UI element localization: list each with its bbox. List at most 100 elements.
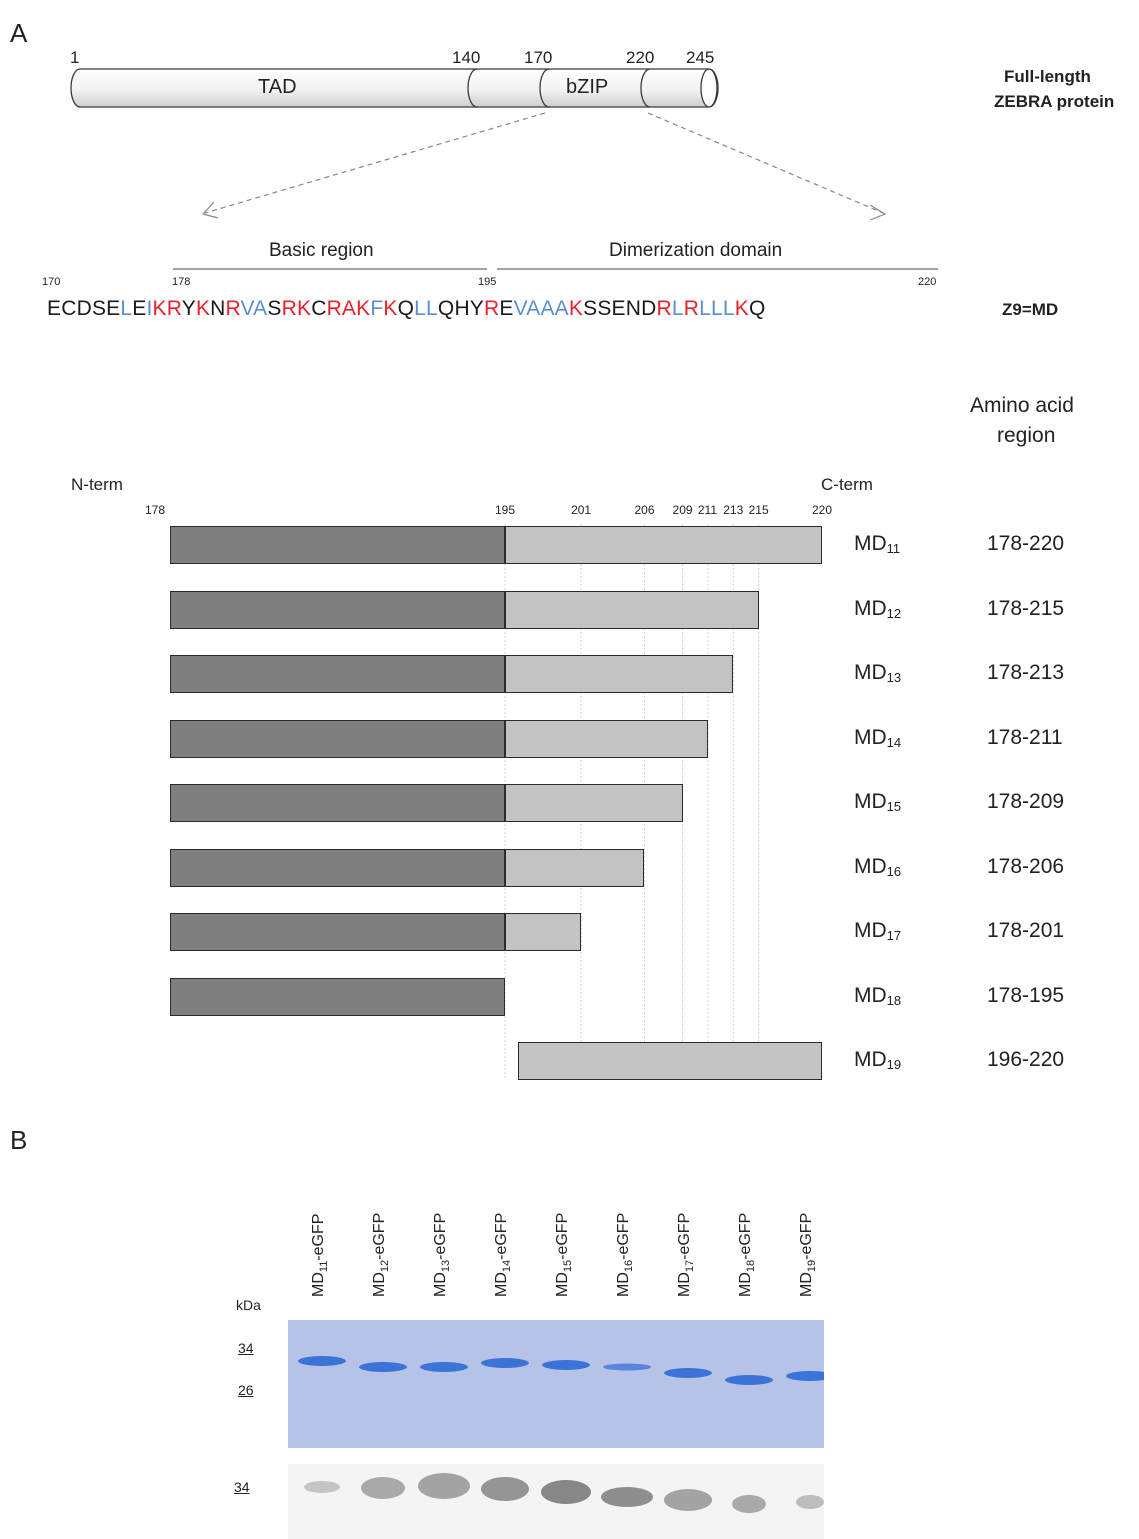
lane-label: MD18-eGFP xyxy=(737,1213,757,1297)
construct-bar-basic xyxy=(170,784,505,822)
construct-bar-dimerization xyxy=(505,526,822,564)
amino-acid-header-line1: Amino acid xyxy=(970,394,1074,417)
coomassie-gel xyxy=(288,1320,824,1448)
lane-suffix: -eGFP xyxy=(615,1212,632,1260)
sequence-residue-group: VA xyxy=(240,297,268,320)
scale-tick-label: 201 xyxy=(571,503,592,517)
construct-name-subscript: 14 xyxy=(886,734,902,750)
marker-34-top: 34 xyxy=(238,1340,254,1356)
lane-suffix: -eGFP xyxy=(310,1213,327,1261)
sequence-residue-group: R xyxy=(683,297,700,320)
construct-name-text: MD xyxy=(854,790,887,813)
construct-bar-basic xyxy=(170,977,505,1016)
lane-name: MD xyxy=(615,1272,632,1297)
construct-bar-dimerization xyxy=(517,1042,822,1080)
sequence-residue-group: C xyxy=(311,297,327,320)
sequence-residue-group: QHY xyxy=(437,297,485,320)
protein-label-line2: ZEBRA protein xyxy=(994,92,1115,111)
lane-suffix: -eGFP xyxy=(798,1212,815,1260)
zoom-arrows xyxy=(204,112,884,214)
sequence-residue-group: E xyxy=(499,297,514,320)
marker-34-bottom: 34 xyxy=(234,1479,250,1495)
sequence-residue-group: ECDSE xyxy=(47,297,121,320)
domain-pos-220: 220 xyxy=(626,48,655,67)
gel-band xyxy=(481,1358,529,1368)
lane-suffix: -eGFP xyxy=(676,1212,693,1260)
construct-name: MD19 xyxy=(854,1048,901,1072)
scale-tick-label: 206 xyxy=(634,503,655,517)
sequence-residue-group: N xyxy=(210,297,226,320)
domain-cylinder xyxy=(70,68,719,108)
western-band xyxy=(304,1481,340,1493)
scale-tick-label: 213 xyxy=(723,503,744,517)
western-band xyxy=(732,1495,766,1513)
construct-name-text: MD xyxy=(854,1048,887,1071)
construct-bar-dimerization xyxy=(505,913,582,951)
sequence-residue-group: K xyxy=(568,297,584,320)
panel-a-letter: A xyxy=(10,18,28,48)
lane-name: MD xyxy=(676,1272,693,1297)
construct-name: MD14 xyxy=(854,726,901,750)
gel-band xyxy=(786,1371,824,1381)
construct-range: 178-220 xyxy=(987,532,1065,555)
construct-range: 178-201 xyxy=(987,919,1065,942)
scale-tick-label: 178 xyxy=(145,503,166,517)
lane-suffix: -eGFP xyxy=(737,1212,754,1260)
sequence-residue-group: KR xyxy=(152,297,182,320)
construct-name: MD13 xyxy=(854,661,901,685)
lane-subscript: 13 xyxy=(440,1259,453,1273)
amino-acid-header-line2: region xyxy=(997,424,1056,447)
z9-md-label: Z9=MD xyxy=(1002,300,1059,319)
region-lines xyxy=(173,268,938,270)
gel-band xyxy=(420,1362,468,1372)
construct-bar-basic xyxy=(170,719,505,758)
domain-pos-170: 170 xyxy=(524,48,553,67)
construct-range: 196-220 xyxy=(987,1048,1065,1071)
sequence-residue-group: R xyxy=(484,297,500,320)
construct-name-subscript: 19 xyxy=(886,1057,902,1072)
seq-pos-170: 170 xyxy=(42,276,61,288)
construct-range: 178-215 xyxy=(987,596,1065,620)
construct-name-text: MD xyxy=(854,725,887,749)
seq-pos-220: 220 xyxy=(918,276,937,288)
sequence-residue-group: F xyxy=(370,297,384,320)
construct-name: MD17 xyxy=(854,919,901,943)
c-term-label: C-term xyxy=(821,475,873,494)
construct-name-text: MD xyxy=(854,532,887,555)
tad-label: TAD xyxy=(258,76,297,98)
lane-label: MD17-eGFP xyxy=(676,1213,696,1297)
western-band xyxy=(481,1477,529,1501)
construct-name: MD11 xyxy=(854,532,900,556)
lane-label: MD13-eGFP xyxy=(432,1213,452,1297)
construct-name-subscript: 16 xyxy=(886,863,902,879)
domain-cylinder-diagram xyxy=(70,68,887,221)
western-blot xyxy=(288,1464,824,1539)
western-band xyxy=(541,1480,591,1504)
divider-220 xyxy=(640,68,651,108)
construct-name-subscript: 17 xyxy=(886,928,902,943)
construct-bar-basic xyxy=(170,590,505,629)
lane-subscript: 17 xyxy=(684,1259,697,1273)
seq-pos-178: 178 xyxy=(172,276,191,288)
sequence-residue-group: LLL xyxy=(699,297,735,320)
sequence-residue-group: R xyxy=(656,297,672,320)
construct-bar-dimerization xyxy=(505,655,734,693)
construct-name-text: MD xyxy=(854,596,887,620)
sequence-residue-group: K xyxy=(734,297,749,320)
n-term-label: N-term xyxy=(71,475,123,494)
lane-suffix: -eGFP xyxy=(493,1212,510,1260)
construct-bar-basic xyxy=(170,848,505,887)
dimerization-domain-label: Dimerization domain xyxy=(609,240,783,261)
sequence-residue-group: Y xyxy=(181,297,196,320)
lane-label: MD16-eGFP xyxy=(615,1213,635,1297)
construct-name: MD12 xyxy=(854,597,901,621)
construct-bar-dimerization xyxy=(505,784,683,822)
lane-name: MD xyxy=(310,1272,327,1297)
lane-subscript: 14 xyxy=(501,1259,514,1273)
construct-name: MD15 xyxy=(854,790,901,814)
lane-subscript: 16 xyxy=(623,1259,636,1273)
lane-label: MD19-eGFP xyxy=(798,1213,818,1297)
construct-name-text: MD xyxy=(854,919,887,942)
construct-bar-dimerization xyxy=(505,719,708,758)
lane-label: MD12-eGFP xyxy=(371,1213,391,1297)
